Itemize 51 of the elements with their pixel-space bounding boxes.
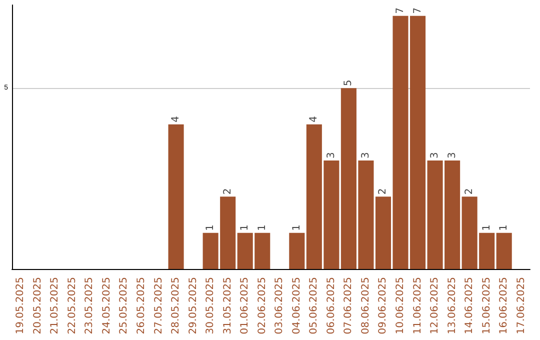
- x-tick-label: 15.06.2025: [481, 277, 492, 334]
- data-label: 4: [308, 116, 320, 122]
- x-tick-label: 04.06.2025: [291, 277, 302, 334]
- x-tick-label: 07.06.2025: [343, 277, 354, 334]
- x-tick-label: 25.05.2025: [118, 277, 130, 334]
- data-label: 5: [343, 80, 354, 86]
- x-tick-label: 13.06.2025: [446, 277, 458, 334]
- x-tick-label: 31.05.2025: [222, 277, 234, 334]
- x-tick-label: 01.06.2025: [240, 277, 251, 334]
- x-tick-label: 03.06.2025: [274, 277, 286, 334]
- x-tick-label: 29.05.2025: [188, 277, 199, 334]
- x-tick-label: 23.05.2025: [84, 277, 96, 334]
- data-label: 3: [360, 152, 372, 159]
- x-tick-label: 24.05.2025: [101, 277, 112, 334]
- data-label: 1: [256, 224, 268, 231]
- data-label: 2: [222, 188, 234, 195]
- x-tick-label: 17.06.2025: [516, 277, 527, 334]
- x-tick-label: 19.05.2025: [15, 277, 26, 334]
- data-label: 1: [481, 224, 492, 231]
- bar: [168, 124, 184, 269]
- bar: [289, 232, 305, 269]
- data-label: 1: [205, 224, 216, 231]
- x-tick-label: 05.06.2025: [308, 277, 320, 334]
- x-tick-label: 30.05.2025: [205, 277, 216, 334]
- data-label: 2: [464, 188, 476, 195]
- x-tick-label: 12.06.2025: [430, 277, 441, 334]
- data-label: 3: [326, 152, 337, 159]
- x-tick-label: 16.06.2025: [498, 277, 510, 334]
- x-tick-label: 02.06.2025: [256, 277, 268, 334]
- data-label: 3: [446, 152, 458, 159]
- x-tick-label: 20.05.2025: [32, 277, 44, 334]
- x-tick-label: 26.05.2025: [136, 277, 147, 334]
- data-label: 1: [240, 224, 251, 231]
- x-tick-label: 11.06.2025: [412, 277, 424, 334]
- data-label: 3: [430, 152, 441, 159]
- x-tick-label: 21.05.2025: [50, 277, 61, 334]
- data-label: 7: [395, 7, 406, 14]
- data-label: 1: [291, 224, 302, 231]
- x-tick-label: 08.06.2025: [360, 277, 372, 334]
- x-tick-label: 14.06.2025: [464, 277, 476, 334]
- x-tick-label: 10.06.2025: [395, 277, 406, 334]
- x-tick-label: 28.05.2025: [170, 277, 182, 334]
- bar: [496, 232, 512, 269]
- x-tick-label: 09.06.2025: [378, 277, 389, 334]
- x-tick-label: 27.05.2025: [153, 277, 164, 334]
- data-label: 4: [170, 116, 182, 122]
- data-label: 7: [412, 7, 424, 14]
- data-label: 1: [498, 224, 510, 231]
- x-tick-label: 22.05.2025: [66, 277, 78, 334]
- data-label: 2: [378, 188, 389, 195]
- x-tick-label: 06.06.2025: [326, 277, 337, 334]
